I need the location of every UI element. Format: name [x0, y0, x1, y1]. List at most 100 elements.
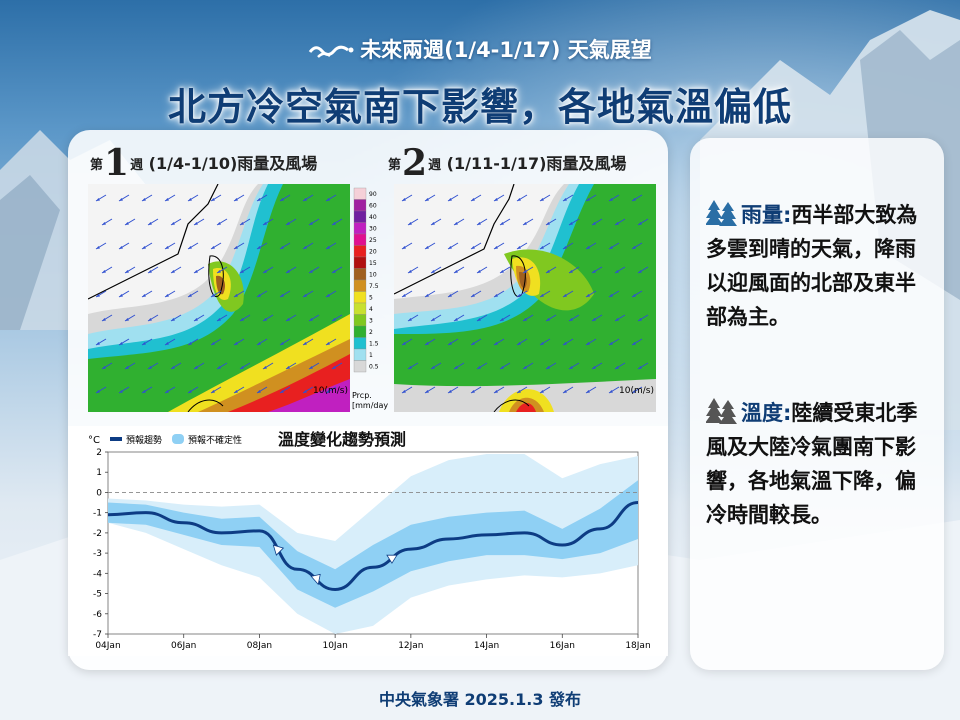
wind-arrow [631, 290, 643, 298]
wind-scale-label: 10(m/s) [619, 386, 654, 396]
wind-arrow [568, 362, 580, 370]
wind-arrow [118, 194, 130, 202]
week1-rain-wind-map: 10(m/s) [88, 184, 350, 412]
wind-arrow [210, 386, 222, 394]
colorbar-swatch [353, 233, 367, 246]
trend-arrow-marker [272, 544, 285, 556]
cwa-logo-icon [308, 45, 354, 58]
wind-arrow [476, 218, 488, 226]
colorbar-swatch [353, 348, 367, 361]
wind-arrow [285, 218, 297, 226]
wind-arrow [516, 290, 528, 298]
colorbar-swatch [353, 314, 367, 327]
wind-arrow [585, 194, 597, 202]
wind-arrow [279, 242, 291, 250]
rain-summary: 雨量:西半部大致為多雲到晴的天氣，降雨以迎風面的北部及東半部為主。 [706, 198, 936, 334]
wind-arrow [493, 338, 505, 346]
wind-arrow [401, 290, 413, 298]
colorbar-tick-label: 7.5 [369, 283, 379, 290]
wind-arrow [522, 362, 534, 370]
wind-arrow [256, 194, 268, 202]
wind-arrow [95, 242, 107, 250]
y-tick-label: -7 [93, 630, 102, 640]
wind-arrow [256, 386, 268, 394]
colorbar-tick-label: 3 [369, 318, 373, 325]
wind-arrow [476, 314, 488, 322]
wind-arrow [302, 290, 314, 298]
wind-arrow [141, 194, 153, 202]
wind-arrow [308, 218, 320, 226]
wind-arrow [193, 266, 205, 274]
wind-arrow [608, 242, 620, 250]
wind-arrow [493, 386, 505, 394]
precipitation-colorbar: 90 60 40 30 25 20 15 10 7.5 5 4 3 2 1.5 1 0.5 Prcp. [mm… [352, 187, 388, 410]
colorbar-swatch [353, 187, 367, 200]
wind-arrow [124, 266, 136, 274]
wind-arrow [401, 242, 413, 250]
wind-arrow [447, 338, 459, 346]
x-tick-label: 06Jan [171, 641, 196, 651]
wind-arrow [285, 266, 297, 274]
wind-arrow [216, 266, 228, 274]
colorbar-tick-label: 0.5 [369, 364, 379, 371]
wind-arrow [302, 194, 314, 202]
colorbar-swatch [353, 360, 367, 373]
outer-uncertainty-band [108, 454, 638, 634]
wind-arrow [101, 218, 113, 226]
wind-arrow [608, 194, 620, 202]
wind-arrow [424, 290, 436, 298]
wind-arrow [545, 314, 557, 322]
y-tick-label: -2 [93, 529, 102, 539]
wind-arrow [141, 290, 153, 298]
temperature-summary: 溫度:陸續受東北季風及大陸冷氣團南下影響，各地氣溫下降，偏冷時間較長。 [706, 396, 936, 532]
wind-arrow [545, 266, 557, 274]
wind-arrow [424, 386, 436, 394]
wind-arrow [95, 338, 107, 346]
colorbar-tick-label: 40 [369, 214, 377, 221]
wind-arrow [331, 266, 343, 274]
wind-arrow [216, 362, 228, 370]
wind-arrow [470, 242, 482, 250]
wind-arrow [453, 218, 465, 226]
x-tick-label: 08Jan [247, 641, 272, 651]
wind-arrow [308, 314, 320, 322]
wind-arrow [453, 314, 465, 322]
wind-arrow [164, 338, 176, 346]
wind-arrow [407, 362, 419, 370]
wind-arrow [545, 362, 557, 370]
wind-arrow [193, 362, 205, 370]
wind-arrow [407, 314, 419, 322]
chart-unit: °C [88, 435, 100, 446]
wind-arrow [239, 362, 251, 370]
wind-arrows [95, 194, 343, 394]
colorbar-swatch [353, 325, 367, 338]
week2-label: 第2週 (1/11-1/17)雨量及風場 [388, 142, 627, 184]
wind-arrow [614, 266, 626, 274]
wind-arrow [147, 314, 159, 322]
x-tick-label: 12Jan [398, 641, 423, 651]
wind-arrow [562, 290, 574, 298]
x-tick-label: 18Jan [625, 641, 650, 651]
x-tick-label: 16Jan [550, 641, 575, 651]
wind-arrow [401, 194, 413, 202]
wind-arrow [562, 386, 574, 394]
wind-arrow [424, 338, 436, 346]
wind-arrow [637, 218, 649, 226]
wind-arrow [539, 338, 551, 346]
wind-arrow [239, 314, 251, 322]
wind-arrow [608, 338, 620, 346]
y-tick-label: -4 [93, 569, 102, 579]
rain-head: 雨量: [741, 203, 792, 227]
wind-arrow [141, 242, 153, 250]
wind-arrow [164, 242, 176, 250]
colorbar-tick-label: 60 [369, 203, 377, 210]
wind-arrow [170, 218, 182, 226]
wind-arrow [545, 218, 557, 226]
wind-arrow [239, 218, 251, 226]
wind-arrow [164, 386, 176, 394]
wind-arrow [430, 362, 442, 370]
y-tick-label: -5 [93, 590, 102, 600]
wind-arrow [614, 362, 626, 370]
week2-rain-wind-map: 10(m/s) [394, 184, 656, 412]
wind-arrow [147, 218, 159, 226]
